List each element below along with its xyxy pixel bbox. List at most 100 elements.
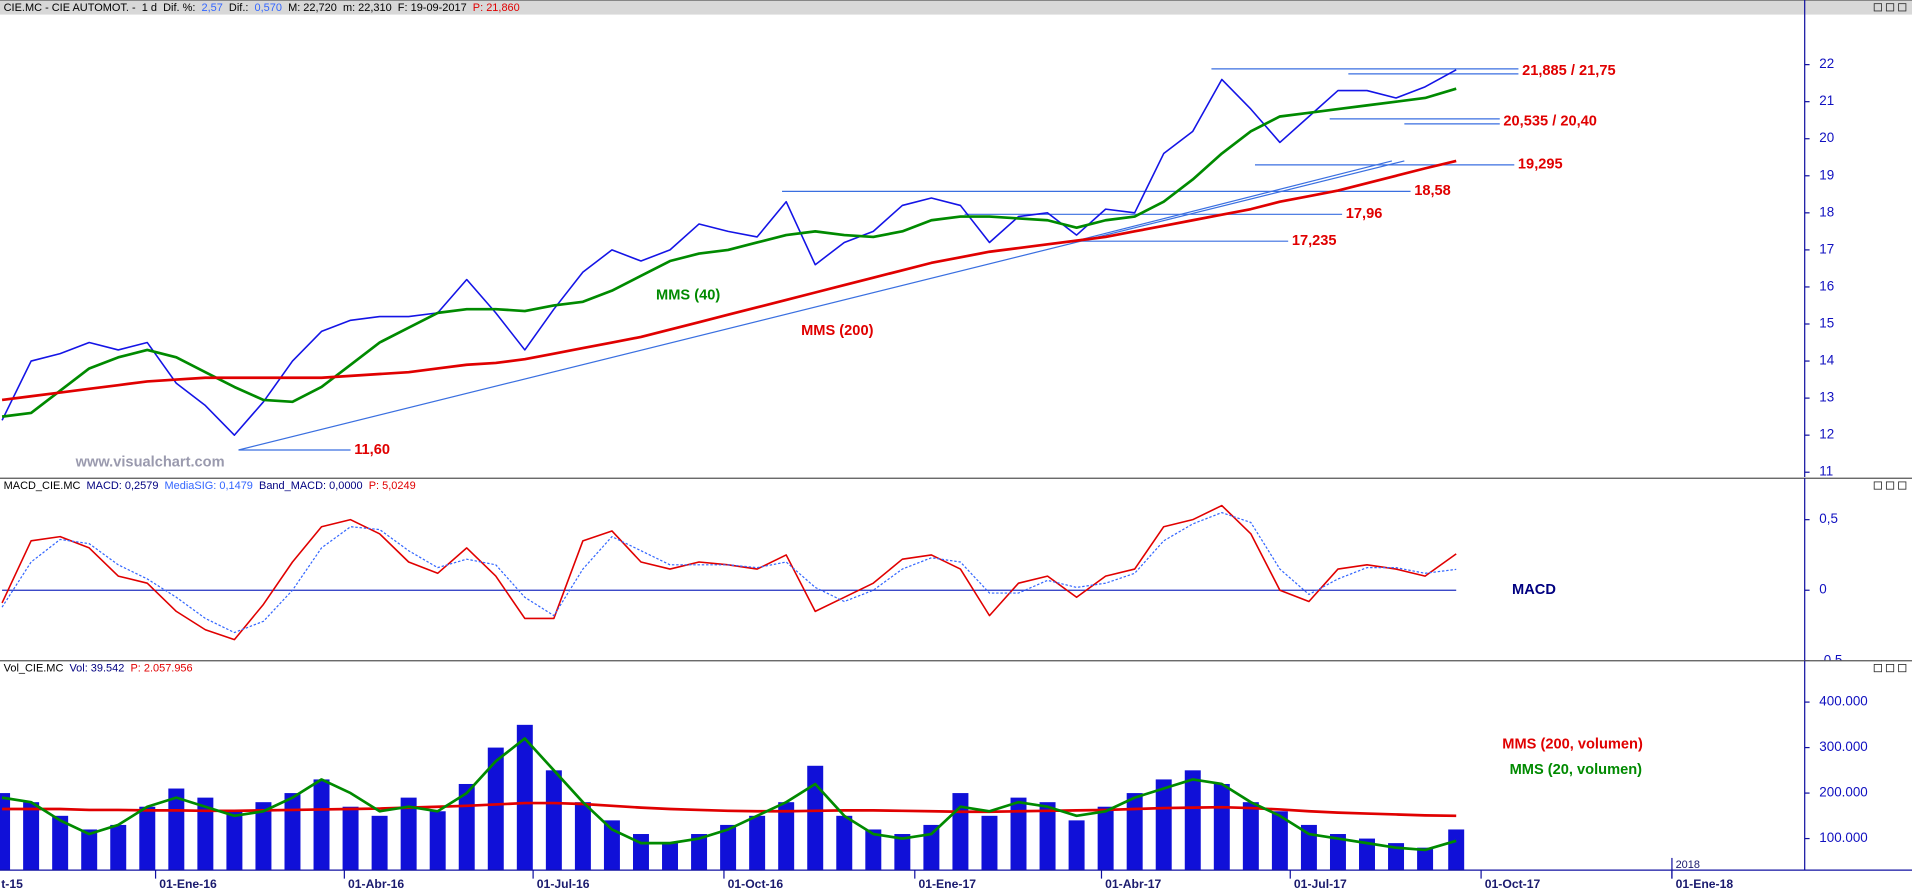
volume-bar	[1155, 779, 1172, 871]
header-item: CIE.MC - CIE AUTOMOT. -	[4, 2, 136, 14]
volume-bar	[952, 793, 969, 871]
header-item: MACD: 0,2579	[87, 480, 159, 492]
volume-bar	[81, 829, 98, 871]
watermark: www.visualchart.com	[75, 454, 225, 470]
y-tick-label: 0	[1819, 582, 1826, 597]
header-item: 1 d	[142, 2, 157, 14]
window-button	[1885, 3, 1895, 12]
header-item: 2,57	[201, 2, 222, 14]
level-label: 21,885 / 21,75	[1522, 63, 1616, 79]
panel-label: MACD	[1512, 582, 1556, 598]
volume-bar	[313, 779, 330, 871]
volume-bar	[516, 724, 533, 871]
volume-bar	[226, 811, 243, 871]
volume-bar	[1271, 811, 1288, 871]
volume-bar	[749, 815, 766, 871]
volume-bar	[1097, 806, 1114, 871]
window-button	[1873, 3, 1882, 12]
x-tick-label: 01-Oct-16	[728, 877, 784, 891]
volume-bar	[1448, 829, 1465, 871]
volume-bar	[1329, 834, 1346, 871]
x-tick-label: t-15	[1, 877, 23, 891]
volume-bar	[197, 797, 214, 871]
volume-bar	[371, 815, 388, 871]
series-line	[1, 159, 1457, 402]
level-label: 18,58	[1414, 183, 1451, 199]
y-tick-label: 0,5	[1819, 511, 1838, 526]
volume-bar	[545, 770, 562, 871]
volume-bar	[836, 815, 853, 871]
panel-header	[0, 478, 1912, 493]
volume-bar	[981, 815, 998, 871]
header-item: Vol: 39.542	[69, 663, 124, 675]
volume-bar	[1039, 802, 1056, 871]
volume-bar	[1126, 793, 1143, 871]
y-tick-label: 200.000	[1819, 785, 1867, 800]
y-tick-label: 12	[1819, 427, 1834, 442]
volume-bar	[1242, 802, 1259, 871]
volume-bar	[807, 765, 824, 871]
y-tick-label: 21	[1819, 93, 1834, 108]
volume-bar	[255, 802, 272, 871]
volume-bar	[894, 834, 911, 871]
y-tick-label: 100.000	[1819, 830, 1867, 845]
window-button	[1885, 481, 1895, 490]
series-label: MMS (200)	[801, 323, 873, 339]
price-line	[1, 512, 1457, 634]
y-tick-label: 14	[1819, 353, 1834, 368]
header-item: Band_MACD: 0,0000	[259, 480, 363, 492]
plot-area	[1, 68, 1519, 451]
volume-bar	[778, 802, 795, 871]
volume-bar	[1388, 843, 1405, 871]
series-line	[2, 801, 1457, 818]
y-tick-label: 19	[1819, 167, 1834, 182]
series-line	[1, 87, 1457, 418]
header-item: P: 21,860	[473, 2, 520, 14]
header-item: 0,570	[255, 2, 282, 14]
window-button	[1898, 3, 1907, 12]
volume-bar	[1300, 824, 1317, 871]
y-tick-label: 18	[1819, 204, 1834, 219]
x-tick-label: 01-Abr-17	[1105, 877, 1161, 891]
volume-bar	[662, 843, 679, 871]
x-tick-label: 01-Abr-16	[348, 877, 404, 891]
plot-area	[1, 504, 1457, 641]
level-label: 11,60	[354, 442, 390, 458]
header-item: Dif.:	[229, 2, 249, 14]
volume-bar	[691, 834, 708, 871]
panel-header	[0, 660, 1912, 676]
panel-header	[0, 0, 1912, 15]
window-button	[1885, 664, 1895, 673]
y-tick-label: 15	[1819, 316, 1834, 331]
level-label: 17,96	[1346, 206, 1383, 222]
volume-bar	[720, 824, 737, 871]
x-tick-label: 01-Ene-18	[1676, 877, 1734, 891]
level-label: 20,535 / 20,40	[1503, 113, 1597, 129]
volume-bar	[110, 824, 127, 871]
volume-bar	[1010, 797, 1027, 871]
header-item: P: 5,0249	[369, 480, 416, 492]
volume-bar	[429, 811, 446, 871]
volume-bar	[284, 793, 301, 871]
header-item: M: 22,720	[288, 2, 337, 14]
window-button	[1898, 481, 1907, 490]
x-tick-label: 01-Ene-17	[918, 877, 976, 891]
y-tick-label: 400.000	[1819, 694, 1867, 709]
volume-bar	[1417, 847, 1434, 871]
y-tick-label: 11	[1819, 464, 1833, 479]
plot-area	[0, 724, 1465, 871]
price-line	[1, 69, 1457, 436]
year-marker-label: 2018	[1676, 859, 1700, 871]
volume-bar	[400, 797, 417, 871]
volume-bar	[487, 747, 504, 871]
y-tick-label: 13	[1819, 390, 1834, 405]
volume-bar	[139, 806, 156, 871]
y-tick-label: 300.000	[1819, 739, 1867, 754]
window-button	[1873, 664, 1882, 673]
header-item: P: 2.057.956	[130, 663, 192, 675]
y-tick-label: 22	[1819, 56, 1834, 71]
y-tick-label: 16	[1819, 278, 1834, 293]
